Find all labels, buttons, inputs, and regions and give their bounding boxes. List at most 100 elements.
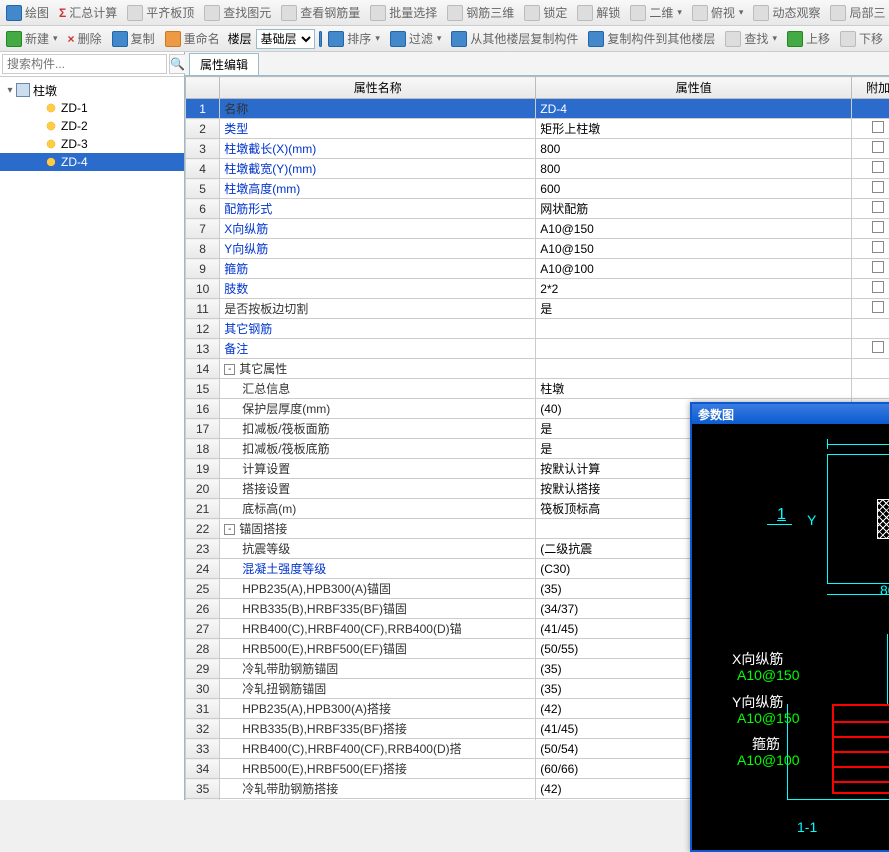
property-row[interactable]: 8Y向纵筋A10@150 [186, 239, 889, 259]
tab-property-edit[interactable]: 属性编辑 [189, 53, 259, 75]
toolbar-btn-5[interactable]: 批量选择 [366, 2, 441, 23]
col-name[interactable]: 属性名称 [220, 77, 536, 99]
prop-value-cell[interactable]: 800 [536, 159, 852, 179]
prop-name-cell[interactable]: 配筋形式 [220, 199, 536, 219]
search-button[interactable]: 🔍 [169, 54, 186, 74]
property-row[interactable]: 1名称ZD-4 [186, 99, 889, 119]
toolbar-btn-5[interactable]: 排序▾ [324, 28, 384, 49]
prop-name-cell[interactable]: 计算设置 [220, 459, 536, 479]
property-row[interactable]: 13备注 [186, 339, 889, 359]
toolbar-btn-0[interactable]: 绘图 [2, 2, 53, 23]
prop-value-cell[interactable]: 矩形上柱墩 [536, 119, 852, 139]
checkbox-icon[interactable] [872, 201, 884, 213]
prop-value-cell[interactable]: A10@150 [536, 219, 852, 239]
toolbar-btn-2[interactable]: 复制 [108, 28, 159, 49]
prop-extra-cell[interactable] [852, 239, 889, 259]
property-row[interactable]: 10肢数2*2 [186, 279, 889, 299]
tree-item[interactable]: ZD-2 [0, 117, 184, 135]
prop-extra-cell[interactable] [852, 99, 889, 119]
checkbox-icon[interactable] [872, 121, 884, 133]
prop-extra-cell[interactable] [852, 199, 889, 219]
prop-name-cell[interactable]: 汇总信息 [220, 379, 536, 399]
property-row[interactable]: 14-其它属性 [186, 359, 889, 379]
toolbar-btn-11[interactable]: 下移 [836, 28, 887, 49]
tree-item[interactable]: ZD-4 [0, 153, 184, 171]
prop-extra-cell[interactable] [852, 379, 889, 399]
prop-name-cell[interactable]: 柱墩截长(X)(mm) [220, 139, 536, 159]
prop-extra-cell[interactable] [852, 219, 889, 239]
prop-name-cell[interactable]: HPB235(A),HPB300(A)搭接 [220, 699, 536, 719]
prop-value-cell[interactable]: 2*2 [536, 279, 852, 299]
prop-value-cell[interactable]: 800 [536, 139, 852, 159]
prop-value-cell[interactable]: 是 [536, 299, 852, 319]
prop-name-cell[interactable]: 肢数 [220, 279, 536, 299]
prop-name-cell[interactable]: 柱墩高度(mm) [220, 179, 536, 199]
checkbox-icon[interactable] [872, 241, 884, 253]
property-row[interactable]: 5柱墩高度(mm)600 [186, 179, 889, 199]
checkbox-icon[interactable] [872, 281, 884, 293]
checkbox-icon[interactable] [872, 141, 884, 153]
prop-name-cell[interactable]: 搭接设置 [220, 479, 536, 499]
prop-name-cell[interactable]: 扣减板/筏板面筋 [220, 419, 536, 439]
prop-name-cell[interactable]: HRB400(C),HRBF400(CF),RRB400(D)锚 [220, 619, 536, 639]
toolbar-btn-2[interactable]: 平齐板顶 [123, 2, 198, 23]
prop-name-cell[interactable]: 混凝土强度等级 [220, 559, 536, 579]
toolbar-btn-9[interactable]: 查找▾ [721, 28, 781, 49]
col-extra[interactable]: 附加 [852, 77, 889, 99]
checkbox-icon[interactable] [872, 161, 884, 173]
toolbar-btn-3[interactable]: 查找图元 [200, 2, 275, 23]
prop-extra-cell[interactable] [852, 299, 889, 319]
tree-item[interactable]: ZD-1 [0, 99, 184, 117]
property-row[interactable]: 2类型矩形上柱墩 [186, 119, 889, 139]
tree-item[interactable]: ZD-3 [0, 135, 184, 153]
prop-name-cell[interactable]: 类型 [220, 119, 536, 139]
prop-name-cell[interactable]: 名称 [220, 99, 536, 119]
toolbar-btn-7[interactable]: 从其他楼层复制构件 [447, 28, 582, 49]
property-row[interactable]: 11是否按板边切割是 [186, 299, 889, 319]
prop-name-cell[interactable]: 是否按板边切割 [220, 299, 536, 319]
prop-value-cell[interactable]: A10@100 [536, 259, 852, 279]
expand-icon[interactable]: - [224, 364, 235, 375]
prop-name-cell[interactable]: 抗震等级 [220, 539, 536, 559]
property-row[interactable]: 12其它钢筋 [186, 319, 889, 339]
property-row[interactable]: 15汇总信息柱墩 [186, 379, 889, 399]
prop-value-cell[interactable]: ZD-4 [536, 99, 852, 119]
toolbar-btn-11[interactable]: 动态观察 [749, 2, 824, 23]
prop-extra-cell[interactable] [852, 179, 889, 199]
prop-name-cell[interactable]: HRB335(B),HRBF335(BF)搭接 [220, 719, 536, 739]
prop-extra-cell[interactable] [852, 259, 889, 279]
checkbox-icon[interactable] [872, 301, 884, 313]
prop-name-cell[interactable]: -其它属性 [220, 359, 536, 379]
prop-extra-cell[interactable] [852, 319, 889, 339]
prop-name-cell[interactable]: 底标高(m) [220, 499, 536, 519]
checkbox-icon[interactable] [872, 261, 884, 273]
prop-value-cell[interactable] [536, 339, 852, 359]
prop-value-cell[interactable]: 网状配筋 [536, 199, 852, 219]
toolbar-btn-1[interactable]: Σ汇总计算 [55, 2, 121, 23]
col-value[interactable]: 属性值 [536, 77, 852, 99]
prop-name-cell[interactable]: HRB335(B),HRBF335(BF)锚固 [220, 599, 536, 619]
prop-name-cell[interactable]: 箍筋 [220, 259, 536, 279]
expand-icon[interactable]: - [224, 524, 235, 535]
toolbar-btn-0[interactable]: 新建▾ [2, 28, 62, 49]
property-row[interactable]: 6配筋形式网状配筋 [186, 199, 889, 219]
toolbar-btn-8[interactable]: 复制构件到其他楼层 [584, 28, 719, 49]
prop-name-cell[interactable]: HPB235(A),HPB300(A)锚固 [220, 579, 536, 599]
toolbar-btn-9[interactable]: 二维▾ [626, 2, 686, 23]
toolbar-btn-1[interactable]: ×删除 [64, 28, 106, 49]
prop-extra-cell[interactable] [852, 159, 889, 179]
prop-name-cell[interactable]: 扣减板/筏板底筋 [220, 439, 536, 459]
prop-name-cell[interactable]: X向纵筋 [220, 219, 536, 239]
prop-name-cell[interactable]: 冷轧扭钢筋锚固 [220, 679, 536, 699]
toolbar-btn-4[interactable]: 查看钢筋量 [277, 2, 364, 23]
toolbar-btn-7[interactable]: 锁定 [520, 2, 571, 23]
prop-name-cell[interactable]: HRB400(C),HRBF400(CF),RRB400(D)搭 [220, 739, 536, 759]
search-input[interactable] [2, 54, 167, 74]
checkbox-icon[interactable] [872, 341, 884, 353]
prop-name-cell[interactable]: Y向纵筋 [220, 239, 536, 259]
prop-name-cell[interactable]: 其它钢筋 [220, 319, 536, 339]
prop-extra-cell[interactable] [852, 339, 889, 359]
property-row[interactable]: 7X向纵筋A10@150 [186, 219, 889, 239]
prop-name-cell[interactable]: HRB500(E),HRBF500(EF)搭接 [220, 759, 536, 779]
property-row[interactable]: 3柱墩截长(X)(mm)800 [186, 139, 889, 159]
